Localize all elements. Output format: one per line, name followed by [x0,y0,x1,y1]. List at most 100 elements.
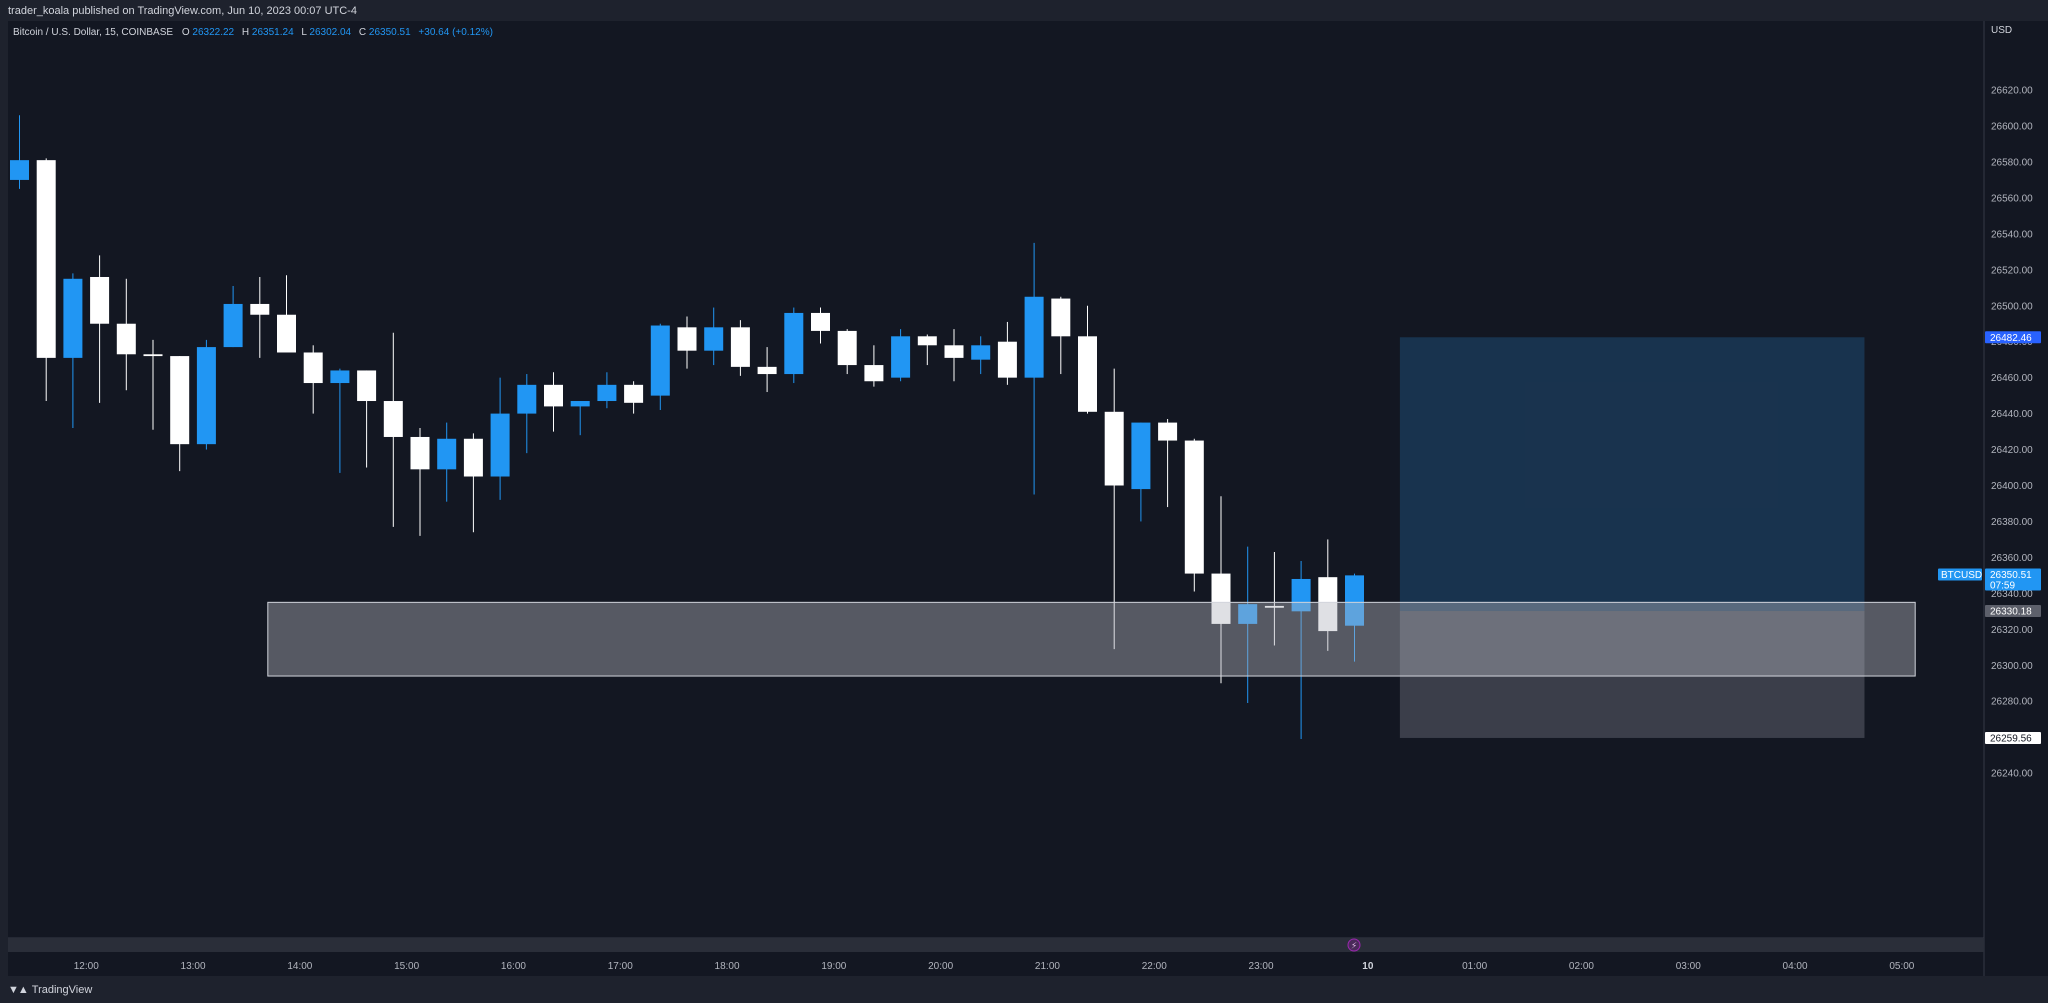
price-tick-label: 26460.00 [1991,373,2033,384]
candle-body [116,323,136,355]
candle-body [437,438,457,470]
candle [1131,422,1151,522]
price-tick-label: 26620.00 [1991,86,2033,97]
candle-body [1131,422,1151,490]
support-zone [267,601,1916,677]
candle [303,345,323,414]
candle [116,278,136,391]
candle-body [1318,577,1338,632]
legend-low: 26302.04 [309,27,351,38]
candle [891,329,911,382]
candle [1051,296,1071,375]
candle-body [90,276,110,324]
candle-body [490,413,510,477]
candle-body [383,401,403,437]
legend-change: +30.64 (+0.12%) [418,27,493,38]
price-tick-label: 26340.00 [1991,589,2033,600]
tradingview-brand[interactable]: ▼▲ TradingView [8,984,92,996]
candle-body [277,314,296,353]
candle-body [971,345,991,360]
candle-body [570,401,590,407]
chart-container[interactable]: USD 26620.00 26600.00 26580.00 26560.00 2654… [0,21,2048,976]
time-tick-label: 15:00 [394,961,419,972]
candle-body [891,336,911,378]
legend-close: 26350.51 [369,27,411,38]
price-tick-label: 26600.00 [1991,122,2033,133]
price-tick-label: 26520.00 [1991,265,2033,276]
candle [1078,305,1097,414]
price-tick-label: 26560.00 [1991,193,2033,204]
candle-body [410,436,430,470]
candle [36,158,56,402]
candlestick-chart[interactable]: USD 26620.00 26600.00 26580.00 26560.00 2654… [0,21,2048,976]
time-tick-label: 18:00 [715,961,740,972]
candle [463,433,483,533]
candle-body [1104,411,1124,486]
stop-price-label-bg [1985,731,2041,744]
price-tick-label: 26280.00 [1991,697,2033,708]
candle [1184,438,1204,592]
price-tick-label: 26320.00 [1991,625,2033,636]
candle [410,427,430,536]
candle-body [1078,336,1097,412]
time-tick-label: 05:00 [1889,961,1914,972]
symbol-label-bg [1938,568,1982,581]
candle-body [143,354,163,357]
candle-body [463,438,483,477]
candle [1238,546,1258,703]
time-tick-label: 17:00 [608,961,633,972]
candle-body [36,160,56,358]
candle [837,329,857,375]
legend-high: 26351.24 [252,27,294,38]
candle [223,285,243,348]
price-tick-label: 26500.00 [1991,301,2033,312]
candle-body [1158,422,1178,441]
candle [196,339,216,450]
candle [1345,573,1364,662]
candle-body [1264,605,1284,608]
time-tick-label: 19:00 [821,961,846,972]
price-tick-label: 26580.00 [1991,157,2033,168]
last-price-label-bg [1985,568,2041,591]
candle-body [10,160,29,180]
footer: ▼▲ TradingView [0,976,2048,1003]
candle [944,329,964,382]
candle-body [1051,298,1071,337]
symbol-label: BTCUSD [1941,570,1982,581]
candle-body [704,327,724,351]
price-axis[interactable] [1984,21,2048,976]
candle [730,320,750,376]
legend-open-label: O [182,27,190,38]
candle-body [784,312,804,375]
legend-open: 26322.22 [192,27,234,38]
candle [357,370,377,468]
candle-body [357,370,377,402]
time-tick-label: 01:00 [1462,961,1487,972]
time-scrollbar[interactable] [8,938,1984,952]
candle [1318,539,1338,651]
candle [597,372,617,409]
candle [517,374,537,454]
publish-info: trader_koala published on TradingView.co… [8,5,357,17]
candle [917,334,937,366]
price-tick-label: 26540.00 [1991,229,2033,240]
target-price-label-bg [1985,331,2041,344]
candle [757,347,777,393]
candle [250,276,270,358]
candle [997,321,1017,385]
candle [864,345,884,387]
countdown-label: 07:59 [1990,580,2015,591]
target-zone [1399,337,1865,612]
time-tick-label: 02:00 [1569,961,1594,972]
chart-legend: Bitcoin / U.S. Dollar, 15, COINBASE O 26… [13,27,493,38]
time-tick-label: 04:00 [1783,961,1808,972]
legend-low-label: L [301,27,307,38]
candle-body [196,347,216,445]
candle [650,323,670,411]
candle-body [1024,296,1044,378]
stop-zone [1399,611,1865,738]
price-tick-label: 26300.00 [1991,661,2033,672]
event-marker[interactable]: ⚡ [1347,938,1361,952]
time-tick-label: 10 [1362,961,1374,972]
candle-body [730,327,750,367]
